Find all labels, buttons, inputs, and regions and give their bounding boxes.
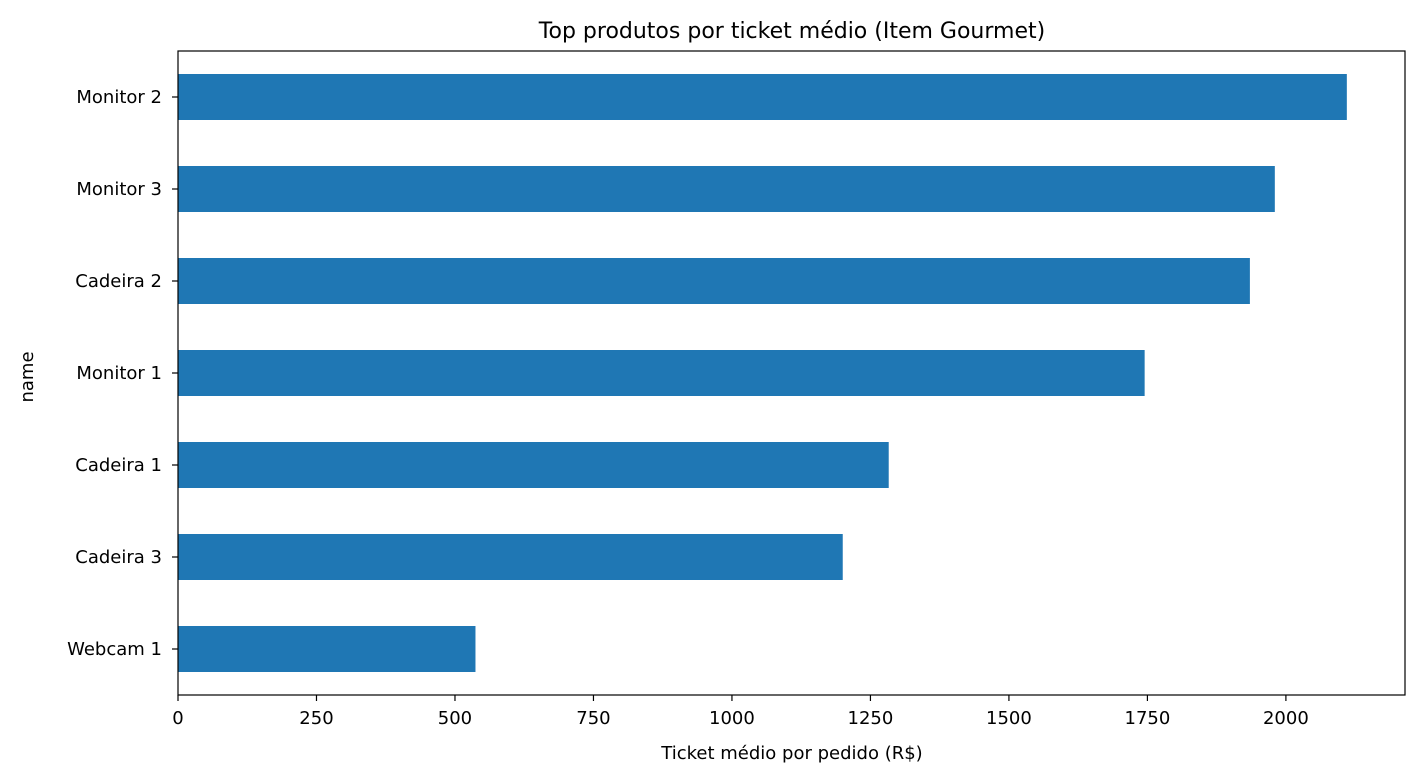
x-tick-label: 1000	[709, 708, 755, 729]
bar-webcam-1	[178, 626, 476, 672]
bar-cadeira-1	[178, 442, 889, 488]
y-tick-label: Monitor 2	[76, 87, 162, 108]
y-tick-label: Monitor 3	[76, 179, 162, 200]
bars-group	[178, 74, 1347, 672]
x-tick-label: 1750	[1125, 708, 1171, 729]
x-tick-label: 500	[438, 708, 472, 729]
x-tick-label: 1250	[848, 708, 894, 729]
x-tick-label: 750	[576, 708, 610, 729]
chart-title: Top produtos por ticket médio (Item Gour…	[538, 19, 1045, 44]
y-axis: Monitor 2 Monitor 3 Cadeira 2 Monitor 1 Cade…	[67, 87, 178, 660]
y-tick-label: Cadeira 1	[75, 455, 162, 476]
y-tick-label: Cadeira 2	[75, 271, 162, 292]
y-tick-label: Cadeira 3	[75, 547, 162, 568]
y-tick-label: Webcam 1	[67, 639, 162, 660]
bar-monitor-2	[178, 74, 1347, 120]
x-tick-label: 1500	[986, 708, 1032, 729]
x-tick-label: 0	[172, 708, 183, 729]
bar-monitor-1	[178, 350, 1145, 396]
x-tick-label: 2000	[1263, 708, 1309, 729]
bar-monitor-3	[178, 166, 1275, 212]
x-axis-label: Ticket médio por pedido (R$)	[660, 743, 922, 764]
x-tick-label: 250	[299, 708, 333, 729]
bar-cadeira-3	[178, 534, 843, 580]
x-axis: 0 250 500 750 1000 1250 1500 1750 2000	[172, 695, 1309, 729]
y-axis-label: name	[17, 351, 38, 402]
bar-cadeira-2	[178, 258, 1250, 304]
y-tick-label: Monitor 1	[76, 363, 162, 384]
